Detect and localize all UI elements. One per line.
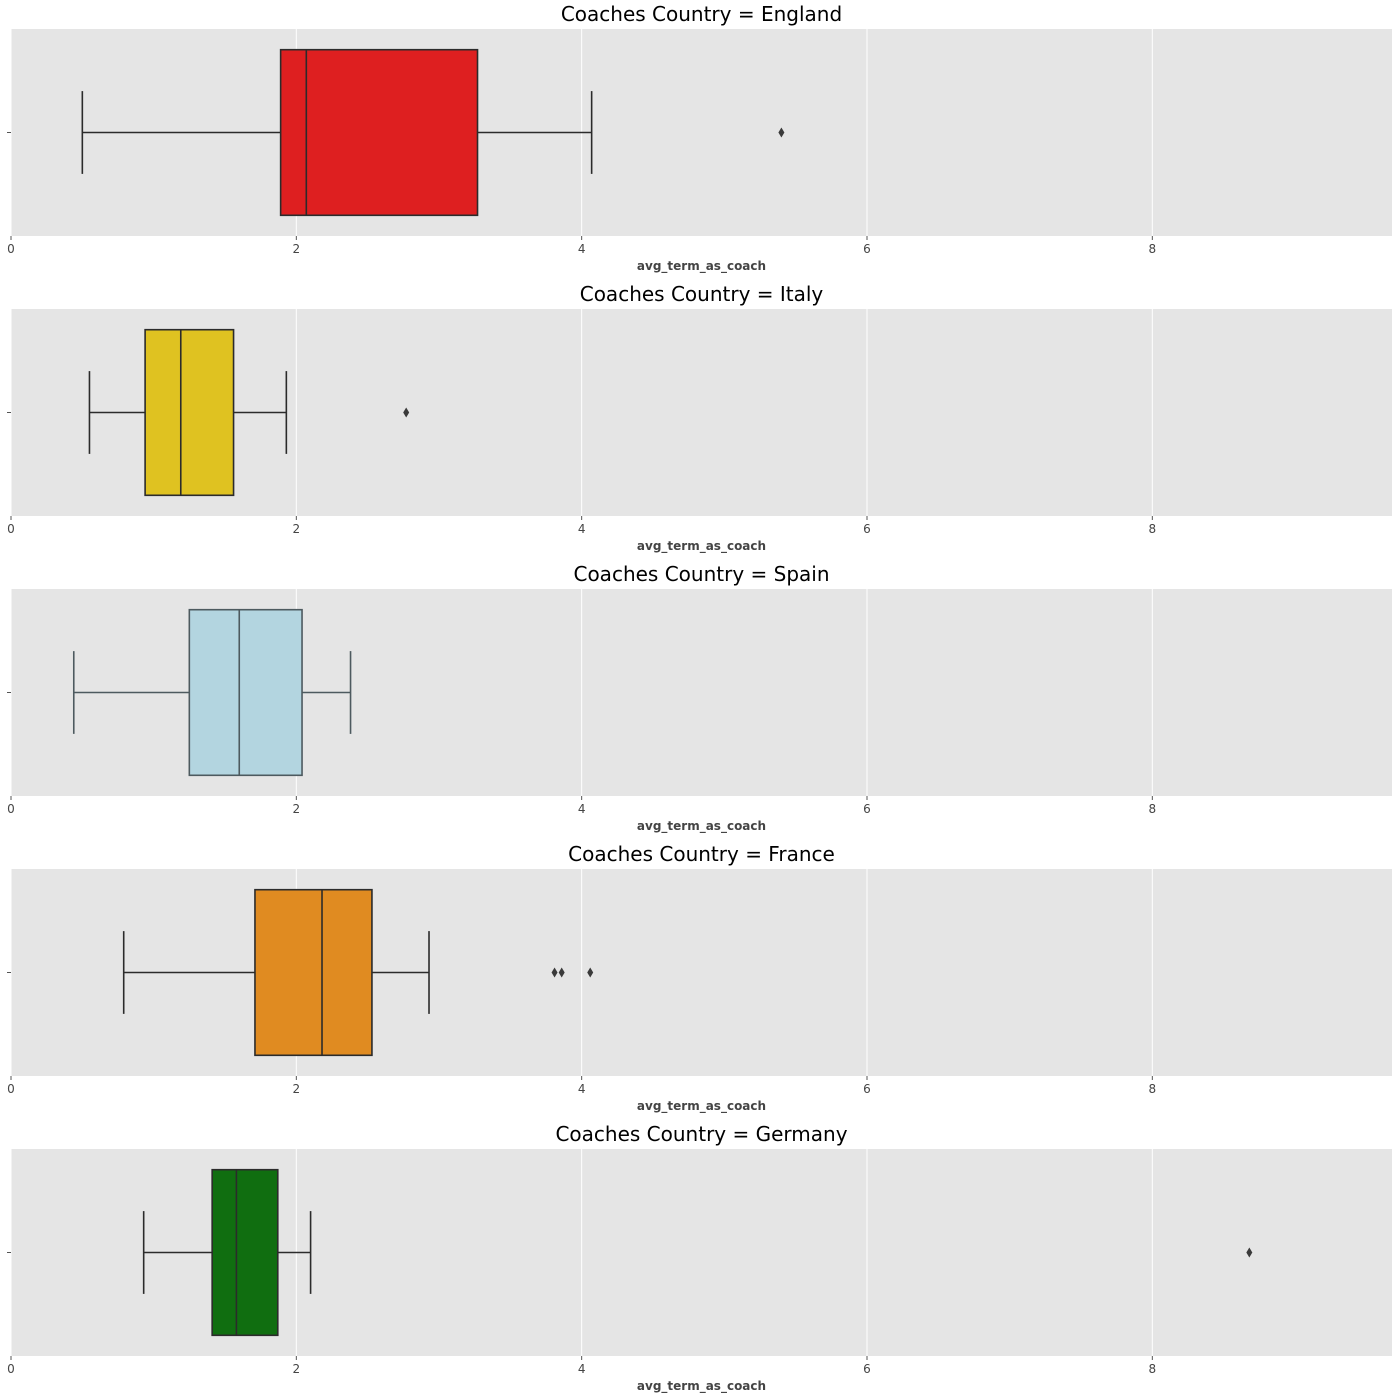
x-tick-label: 4 xyxy=(578,802,586,816)
box-iqr xyxy=(211,1168,279,1337)
x-tick-label: 6 xyxy=(863,522,871,536)
x-tick-label: 4 xyxy=(578,522,586,536)
x-tick-label: 0 xyxy=(7,802,15,816)
panel-title: Coaches Country = Italy xyxy=(580,282,824,306)
x-axis-label: avg_term_as_coach xyxy=(637,1099,766,1114)
panel-1: 0 2 4 6 8 Coaches Country = Italy avg_term_as_… xyxy=(7,282,1392,554)
x-tick-label: 6 xyxy=(863,1362,871,1376)
x-tick-label: 6 xyxy=(863,802,871,816)
x-tick-label: 8 xyxy=(1149,522,1157,536)
x-tick-label: 8 xyxy=(1149,802,1157,816)
x-tick-label: 0 xyxy=(7,1082,15,1096)
x-tick-label: 0 xyxy=(7,522,15,536)
panel-title: Coaches Country = France xyxy=(568,842,835,866)
x-tick-label: 0 xyxy=(7,1362,15,1376)
outlier-point xyxy=(778,127,785,138)
box-iqr xyxy=(144,328,235,497)
x-tick-label: 6 xyxy=(863,242,871,256)
panel-3: 0 2 4 6 8 Coaches Country = France avg_term_as… xyxy=(7,842,1392,1114)
panel-title: Coaches Country = Spain xyxy=(573,562,829,586)
x-axis-label: avg_term_as_coach xyxy=(637,1379,766,1394)
panel-title: Coaches Country = Germany xyxy=(555,1122,847,1146)
panel-2: 0 2 4 6 8 Coaches Country = Spain avg_term_as_… xyxy=(7,562,1392,834)
x-axis-label: avg_term_as_coach xyxy=(637,819,766,834)
x-tick-label: 0 xyxy=(7,242,15,256)
panel-title: Coaches Country = England xyxy=(561,2,842,26)
outlier-point xyxy=(558,967,565,978)
panel-4: 0 2 4 6 8 Coaches Country = Germany avg_term_a… xyxy=(7,1122,1392,1394)
x-axis-label: avg_term_as_coach xyxy=(637,539,766,554)
x-tick-label: 8 xyxy=(1149,1362,1157,1376)
x-axis-label: avg_term_as_coach xyxy=(637,259,766,274)
box-iqr xyxy=(279,48,479,217)
x-tick-label: 2 xyxy=(293,242,301,256)
x-tick-label: 8 xyxy=(1149,242,1157,256)
x-tick-label: 6 xyxy=(863,1082,871,1096)
x-tick-label: 4 xyxy=(578,242,586,256)
x-tick-label: 2 xyxy=(293,802,301,816)
outlier-point xyxy=(403,407,410,418)
x-tick-label: 4 xyxy=(578,1362,586,1376)
outlier-point xyxy=(551,967,558,978)
outlier-point xyxy=(1246,1247,1253,1258)
x-tick-label: 2 xyxy=(293,1082,301,1096)
box-iqr xyxy=(188,608,303,777)
x-tick-label: 4 xyxy=(578,1082,586,1096)
x-tick-label: 8 xyxy=(1149,1082,1157,1096)
box-iqr xyxy=(254,888,373,1057)
x-tick-label: 2 xyxy=(293,1362,301,1376)
outlier-point xyxy=(587,967,594,978)
panel-0: 0 2 4 6 8 Coaches Country = England avg_term_a… xyxy=(7,2,1392,274)
x-tick-label: 2 xyxy=(293,522,301,536)
